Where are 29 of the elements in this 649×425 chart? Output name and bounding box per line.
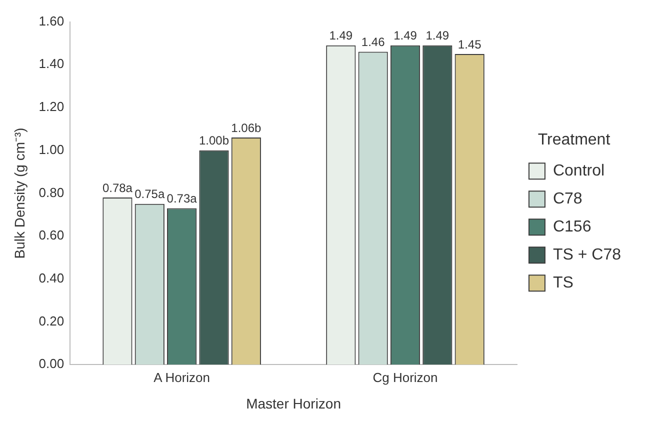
y-tick-label: 0.60 bbox=[38, 228, 64, 243]
data-label: 1.00b bbox=[198, 134, 230, 148]
x-tick-label: Cg Horizon bbox=[372, 370, 438, 385]
y-tick-label: 0.80 bbox=[38, 184, 64, 200]
y-tick-label: 1.20 bbox=[38, 99, 64, 114]
legend-label: Control bbox=[552, 162, 605, 180]
y-axis-title: Bulk Density (g cm⁻³) bbox=[11, 128, 28, 259]
data-label: 1.06b bbox=[231, 120, 262, 135]
y-tick-label: 1.40 bbox=[38, 56, 64, 72]
y-tick-label: 1.00 bbox=[38, 142, 64, 157]
data-label: 1.49 bbox=[426, 28, 450, 43]
data-label: 0.75a bbox=[134, 187, 165, 202]
data-label: 1.45 bbox=[458, 37, 482, 52]
legend-label: TS + C78 bbox=[552, 246, 622, 264]
data-label: 1.49 bbox=[329, 28, 353, 43]
x-axis-title: Master Horizon bbox=[246, 395, 341, 412]
legend-label: C78 bbox=[552, 190, 582, 208]
data-label: 1.49 bbox=[394, 28, 418, 43]
legend-title: Treatment bbox=[538, 131, 611, 148]
y-tick-label: 1.60 bbox=[38, 13, 64, 28]
data-label: 0.78a bbox=[102, 180, 133, 195]
y-tick-label: 0.40 bbox=[38, 270, 64, 286]
x-tick-label: A Horizon bbox=[154, 370, 210, 385]
legend-label: TS bbox=[552, 274, 574, 292]
y-tick-label: 0.00 bbox=[38, 356, 64, 372]
y-tick-label: 0.20 bbox=[38, 313, 64, 328]
data-label: 1.46 bbox=[361, 35, 386, 50]
legend-label: C156 bbox=[552, 218, 592, 236]
data-label: 0.73a bbox=[166, 192, 198, 206]
